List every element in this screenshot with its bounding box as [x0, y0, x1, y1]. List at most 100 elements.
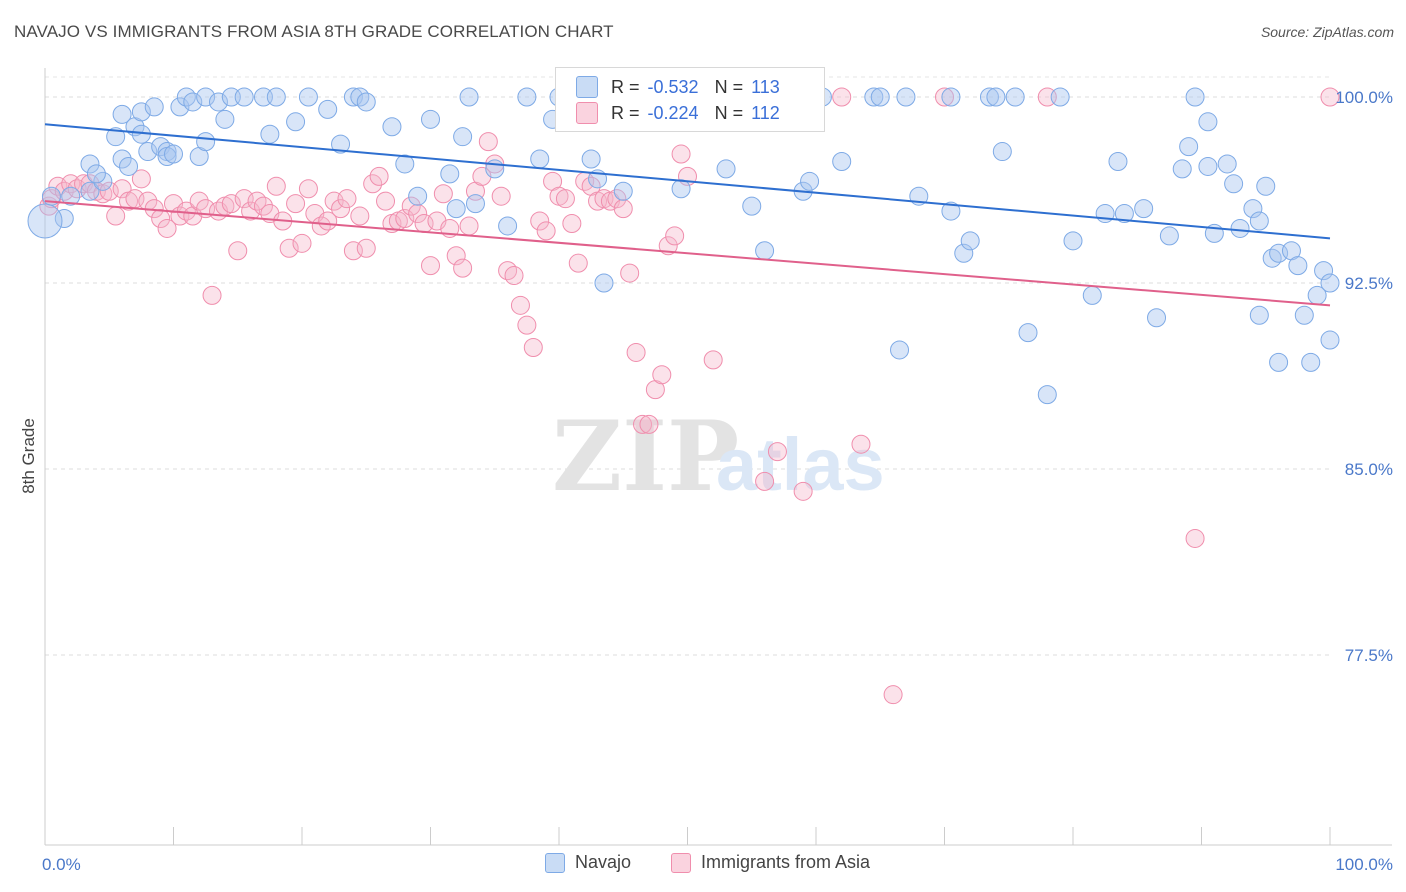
asia-point: [421, 256, 440, 276]
navajo-point: [1294, 305, 1314, 325]
asia-point: [1320, 87, 1340, 107]
navajo-point: [356, 92, 376, 112]
asia-point: [626, 342, 646, 362]
legend-item-navajo[interactable]: Navajo: [545, 852, 631, 873]
navajo-point: [131, 102, 151, 122]
navajo-point-large: [27, 203, 63, 239]
navajo-point: [170, 97, 190, 117]
asia-point: [228, 241, 248, 261]
navajo-point: [112, 104, 132, 124]
asia-point: [568, 253, 588, 273]
navajo-point: [1063, 231, 1083, 251]
navajo-point: [1249, 211, 1269, 231]
y-tick-label: 77.5%: [1345, 646, 1393, 665]
navajo-point: [1159, 226, 1179, 246]
x-tick-label-min: 0.0%: [42, 855, 81, 874]
navajo-point: [112, 149, 132, 169]
asia-point: [703, 350, 723, 370]
navajo-point: [208, 92, 228, 112]
asia-trend-line: [44, 200, 1331, 307]
navajo-point: [1243, 199, 1263, 219]
asia-point: [356, 238, 376, 258]
stats-row-navajo: R = -0.532 N = 113: [576, 75, 780, 99]
navajo-point: [941, 87, 961, 107]
navajo-point: [1114, 204, 1134, 224]
navajo-point: [671, 179, 691, 199]
asia-point: [562, 213, 582, 233]
navajo-point: [1198, 156, 1218, 176]
navajo-point: [1037, 385, 1057, 405]
navajo-point: [1230, 218, 1250, 238]
navajo-point: [992, 142, 1012, 162]
navajo-point: [1249, 305, 1269, 325]
asia-point: [221, 194, 241, 214]
navajo-point: [286, 112, 306, 132]
axis-labels: 77.5% 85.0% 92.5% 100.0% 0.0% 100.0% 8th Grade: [19, 88, 1393, 874]
navajo-point: [530, 149, 550, 169]
navajo-point: [1082, 285, 1102, 305]
asia-point: [530, 211, 550, 231]
stats-swatch-asia: [576, 102, 598, 124]
navajo-point: [960, 231, 980, 251]
legend-swatch-asia: [671, 852, 691, 873]
navajo-point: [1172, 159, 1192, 179]
asia-point: [247, 191, 267, 211]
asia-point: [478, 132, 498, 152]
asia-point: [510, 295, 530, 315]
navajo-point: [86, 164, 106, 184]
y-tick-label: 100.0%: [1335, 88, 1393, 107]
asia-point: [318, 211, 338, 231]
asia-point: [241, 201, 261, 221]
asia-point: [202, 285, 222, 305]
stats-swatch-navajo: [576, 76, 598, 98]
legend-item-asia[interactable]: Immigrants from Asia: [671, 852, 870, 873]
asia-point: [286, 194, 306, 214]
navajo-point: [485, 159, 505, 179]
navajo-point: [1217, 154, 1237, 174]
asia-point: [131, 169, 151, 189]
navajo-point: [870, 87, 890, 107]
navajo-point: [421, 109, 440, 129]
asia-point: [767, 442, 787, 462]
stats-row-asia: R = -0.224 N = 112: [576, 101, 780, 125]
navajo-point: [446, 199, 466, 219]
navajo-point: [1179, 137, 1199, 157]
asia-point: [376, 191, 396, 211]
navajo-point: [1185, 87, 1205, 107]
asia-point: [106, 206, 126, 226]
asia-point: [665, 226, 685, 246]
navajo-point: [80, 154, 100, 174]
navajo-point: [979, 87, 999, 107]
navajo-point: [1301, 352, 1321, 372]
navajo-point: [54, 209, 74, 229]
navajo-point: [440, 164, 460, 184]
scatter-points: [27, 87, 1340, 705]
navajo-point: [350, 87, 370, 107]
asia-point: [851, 434, 871, 454]
bottom-legend: Navajo Immigrants from Asia: [0, 852, 1406, 878]
navajo-point: [800, 171, 820, 191]
navajo-point: [260, 124, 280, 144]
navajo-point: [1262, 248, 1282, 268]
asia-point: [607, 189, 627, 209]
navajo-point: [864, 87, 884, 107]
stats-legend: R = -0.532 N = 113 R = -0.224 N = 112: [555, 67, 825, 132]
navajo-point: [1018, 323, 1038, 343]
navajo-point: [986, 87, 1006, 107]
asia-point: [755, 471, 775, 491]
asia-point: [408, 204, 428, 224]
asia-point: [639, 414, 659, 434]
navajo-point: [465, 194, 485, 214]
navajo-point: [1050, 87, 1070, 107]
asia-point: [504, 266, 524, 286]
navajo-point: [318, 99, 338, 119]
legend-swatch-navajo: [545, 852, 565, 873]
asia-point: [613, 199, 633, 219]
n-value: 113: [751, 76, 780, 97]
asia-point: [883, 685, 903, 705]
navajo-point: [1288, 256, 1308, 276]
watermark-zip: ZIP: [552, 400, 739, 513]
asia-point: [1185, 528, 1205, 548]
asia-point: [633, 414, 653, 434]
